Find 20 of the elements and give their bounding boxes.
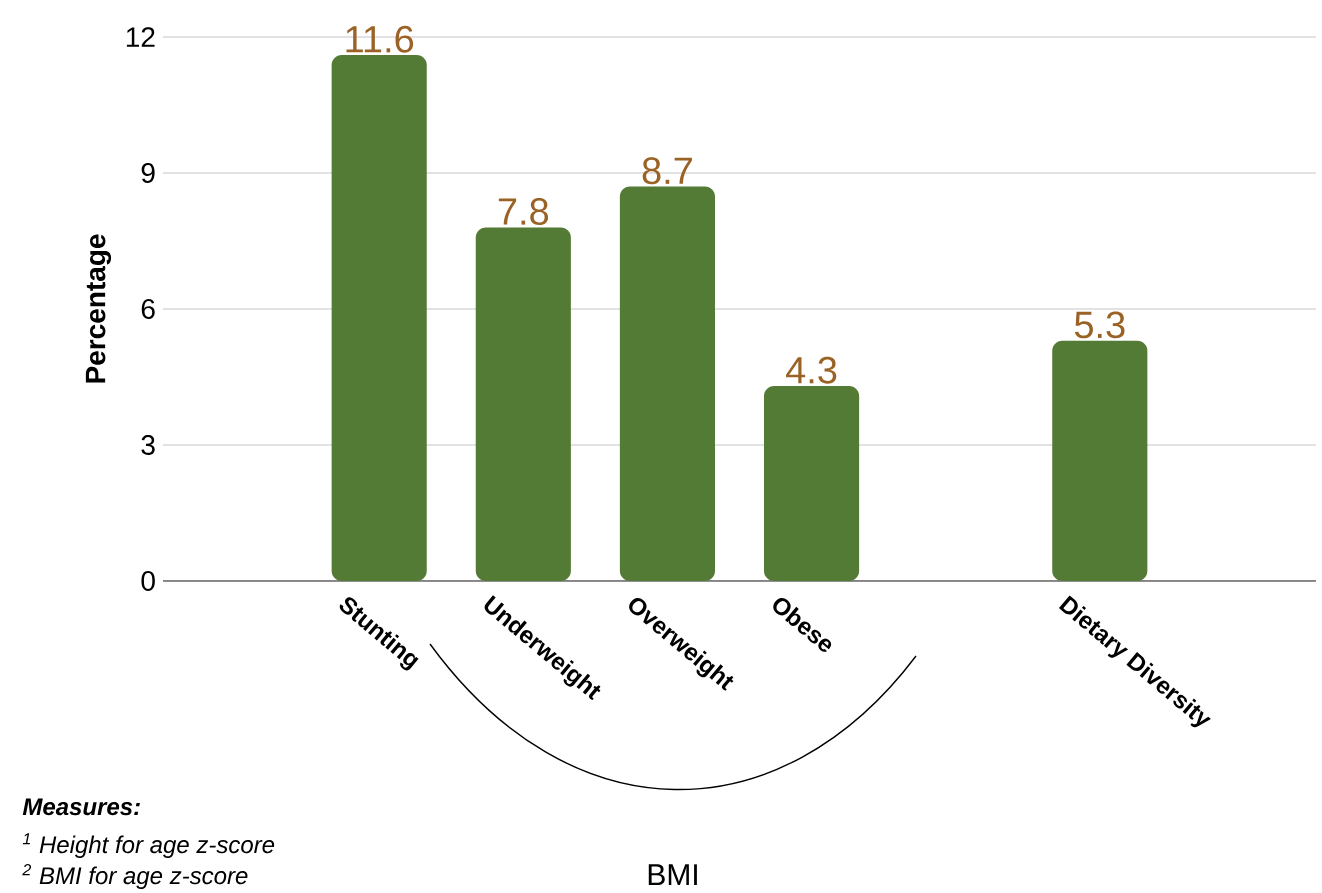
y-tick-label: 6 <box>141 299 155 319</box>
y-tick-label: 12 <box>126 27 155 47</box>
bar <box>331 55 427 581</box>
y-tick-label: 9 <box>141 163 155 183</box>
data-label: 7.8 <box>498 198 549 225</box>
bar <box>1052 340 1148 581</box>
text: $^{1}$ Height for age z-score <box>22 833 275 858</box>
text: BMI <box>648 864 697 885</box>
text: Measures: <box>22 798 140 816</box>
y-tick-label: 3 <box>141 435 155 455</box>
data-label: 11.6 <box>346 25 414 53</box>
bar <box>763 386 860 581</box>
data-label: 8.7 <box>642 157 692 185</box>
text: $^{2}$ BMI for age z-score <box>22 864 248 889</box>
y-tick-label: 0 <box>141 571 155 591</box>
bar <box>475 227 571 581</box>
data-label: 4.3 <box>786 356 837 384</box>
bar <box>619 186 715 581</box>
data-label: 5.3 <box>1074 311 1125 339</box>
y-axis-title: Percentage <box>85 234 112 383</box>
